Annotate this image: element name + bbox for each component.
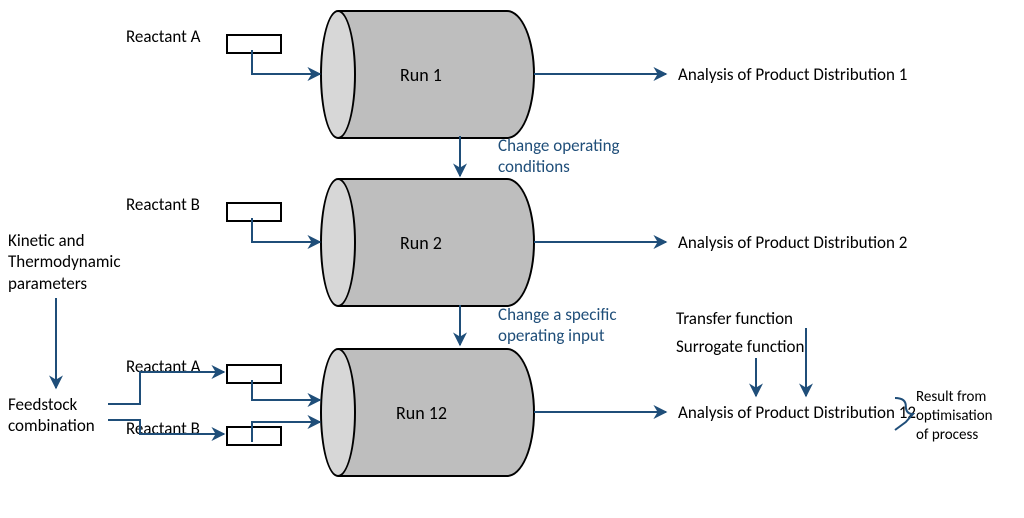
reactant-box-rx1 (226, 34, 282, 54)
label-txn: Transfer function (676, 308, 793, 329)
label-feed: Feedstockcombination (8, 394, 95, 437)
label-opt: Result fromoptimisationof process (916, 388, 993, 444)
label-k_T: Kinetic andThermodynamicparameters (8, 230, 121, 294)
label-run2_out: Analysis of Product Distribution 2 (678, 232, 907, 253)
label-rxA2: Reactant A (126, 356, 201, 377)
label-change1: Change operatingconditions (498, 135, 620, 178)
label-rxB: Reactant B (126, 194, 200, 215)
label-rxA: Reactant A (126, 26, 201, 47)
reactant-box-rx3a (226, 364, 282, 384)
reactor-label-run1: Run 1 (400, 64, 442, 87)
reactor-label-run2: Run 2 (400, 232, 442, 255)
label-run1_out: Analysis of Product Distribution 1 (678, 64, 907, 85)
reactant-box-rx3b (226, 426, 282, 446)
reactant-box-rx2 (226, 202, 282, 222)
label-surr: Surrogate function (676, 336, 804, 357)
label-run12_out: Analysis of Product Distribution 12 (678, 402, 916, 423)
label-rxB2: Reactant B (126, 418, 200, 439)
label-change2: Change a specificoperating input (498, 304, 617, 347)
reactor-label-run12: Run 12 (396, 402, 447, 425)
